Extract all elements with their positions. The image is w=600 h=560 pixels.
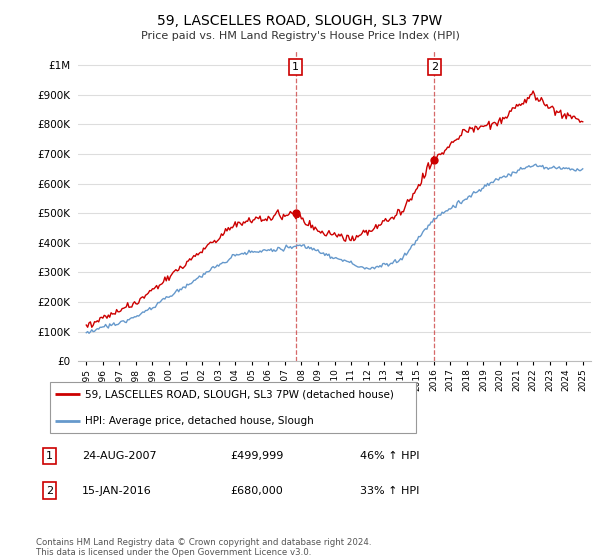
- Text: 2: 2: [431, 62, 438, 72]
- Text: 1: 1: [46, 451, 53, 461]
- Text: HPI: Average price, detached house, Slough: HPI: Average price, detached house, Slou…: [85, 416, 314, 426]
- Text: 1: 1: [292, 62, 299, 72]
- Text: 33% ↑ HPI: 33% ↑ HPI: [360, 486, 419, 496]
- Text: 15-JAN-2016: 15-JAN-2016: [82, 486, 152, 496]
- Text: 59, LASCELLES ROAD, SLOUGH, SL3 7PW (detached house): 59, LASCELLES ROAD, SLOUGH, SL3 7PW (det…: [85, 389, 394, 399]
- Text: 46% ↑ HPI: 46% ↑ HPI: [360, 451, 419, 461]
- Text: 2: 2: [46, 486, 53, 496]
- FancyBboxPatch shape: [50, 382, 416, 433]
- Text: £499,999: £499,999: [230, 451, 284, 461]
- Text: 59, LASCELLES ROAD, SLOUGH, SL3 7PW: 59, LASCELLES ROAD, SLOUGH, SL3 7PW: [157, 14, 443, 28]
- Text: £680,000: £680,000: [230, 486, 283, 496]
- Text: Contains HM Land Registry data © Crown copyright and database right 2024.
This d: Contains HM Land Registry data © Crown c…: [36, 538, 371, 557]
- Text: 24-AUG-2007: 24-AUG-2007: [82, 451, 157, 461]
- Text: Price paid vs. HM Land Registry's House Price Index (HPI): Price paid vs. HM Land Registry's House …: [140, 31, 460, 41]
